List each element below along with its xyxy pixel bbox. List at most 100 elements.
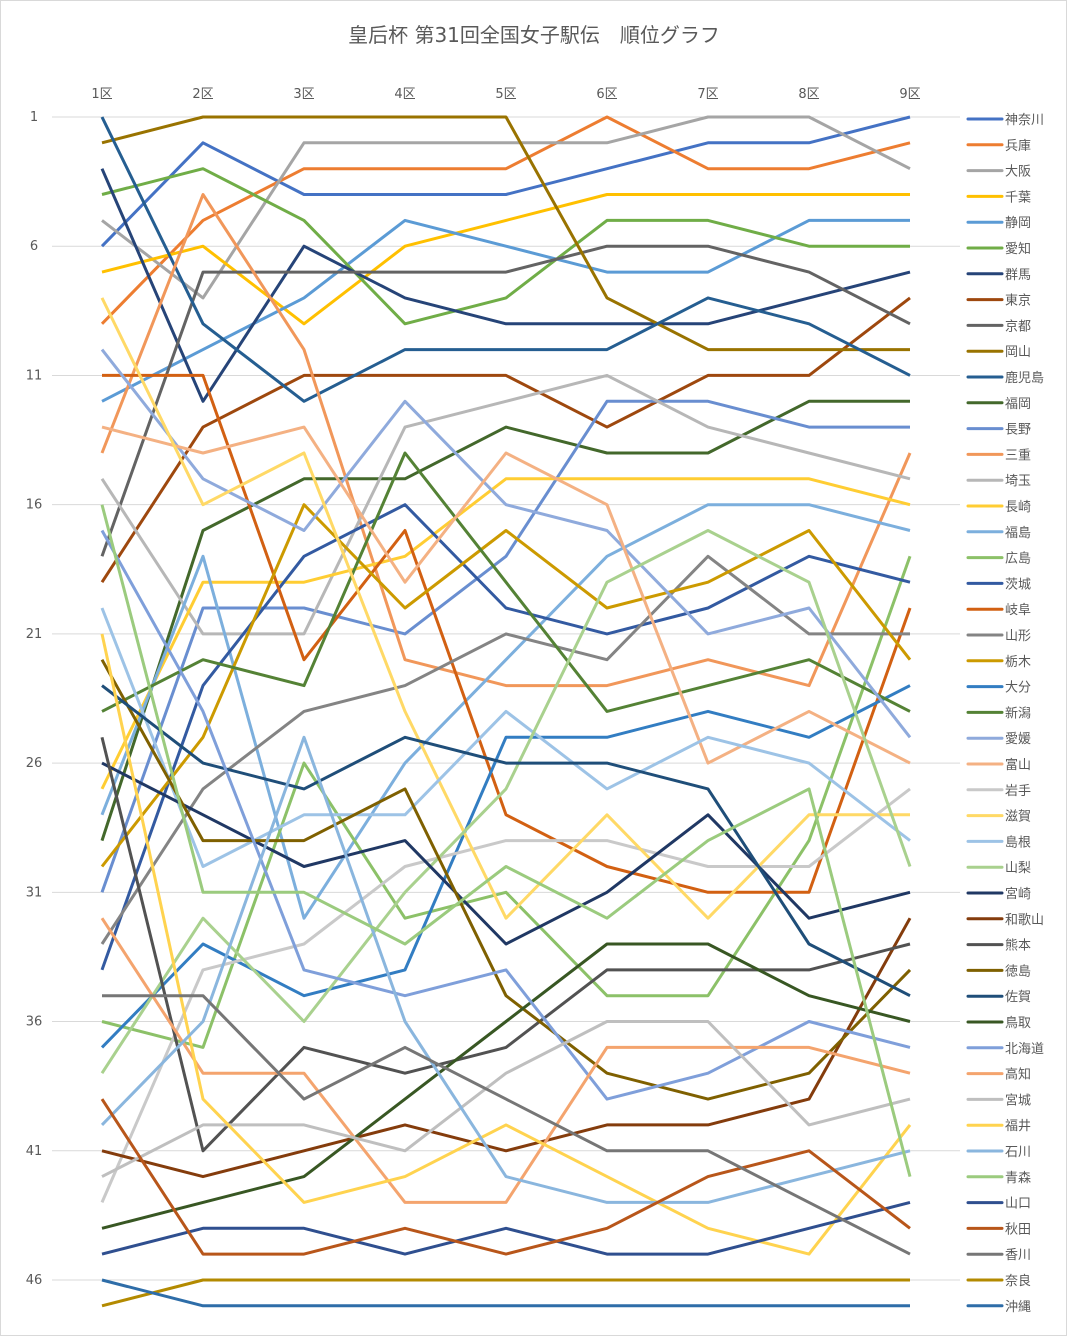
legend-label: 茨城 [1005,577,1031,592]
series-line-北海道 [100,529,911,1101]
legend-item: 青森 [966,1171,1031,1186]
legend-label: 長崎 [1005,500,1031,515]
series-line-福井 [100,633,912,1256]
legend-label: 島根 [1005,835,1031,850]
series-line-鹿児島 [100,116,911,403]
legend-label: 栃木 [1005,655,1031,670]
legend-item: 山形 [966,629,1031,644]
series-line-埼玉 [100,373,911,636]
legend-item: 茨城 [966,577,1031,592]
series-lines [100,115,912,1308]
legend-item: 三重 [966,447,1031,463]
legend-label: 千葉 [1005,190,1031,205]
series-line-佐賀 [101,684,911,998]
legend-label: 和歌山 [1005,913,1044,928]
series-line-福島 [100,503,911,920]
legend-label: 兵庫 [1005,139,1031,154]
legend-item: 鹿児島 [966,370,1044,386]
y-tick-label: 1 [30,110,38,125]
legend-label: 神奈川 [1005,113,1044,128]
series-line-兵庫 [100,115,911,325]
legend-label: 宮崎 [1005,886,1031,902]
legend-label: 岡山 [1005,345,1031,360]
series-line-愛媛 [100,348,912,739]
legend-label: 奈良 [1005,1273,1031,1289]
legend-item: 愛媛 [966,732,1031,747]
legend-item: 熊本 [966,938,1031,954]
series-line-奈良 [101,1278,910,1308]
legend-label: 福岡 [1005,397,1031,412]
y-tick-label: 46 [26,1273,43,1288]
series-line-沖縄 [101,1278,910,1308]
series-line-東京 [100,296,911,584]
legend-item: 徳島 [966,964,1031,979]
x-tick-label: 6区 [596,87,617,102]
x-tick-label: 4区 [394,87,415,102]
series-line-群馬 [100,168,911,403]
series-line-愛知 [101,167,910,326]
legend-label: 秋田 [1005,1222,1031,1237]
legend-item: 岐阜 [966,602,1031,618]
legend-label: 東京 [1005,293,1031,309]
legend-label: 徳島 [1005,964,1031,979]
series-line-神奈川 [100,115,911,248]
legend-label: 熊本 [1005,938,1031,954]
legend-item: 滋賀 [966,810,1031,825]
legend-item: 京都 [966,319,1031,334]
legend-label: 岩手 [1005,784,1031,799]
legend-label: 佐賀 [1005,990,1031,1005]
legend-label: 岐阜 [1005,602,1031,618]
legend-item: 福島 [966,526,1031,541]
legend-label: 鹿児島 [1005,370,1044,386]
series-line-香川 [102,994,911,1256]
series-line-滋賀 [100,297,910,920]
x-tick-label: 2区 [192,87,213,102]
series-line-岩手 [100,787,911,1203]
legend-item: 山梨 [966,861,1031,876]
series-line-徳島 [100,658,912,1101]
legend-item: 和歌山 [966,913,1044,928]
series-line-新潟 [101,451,911,713]
legend-label: 高知 [1005,1067,1031,1083]
series-line-秋田 [100,1098,911,1256]
legend-item: 新潟 [966,705,1031,721]
y-tick-label: 26 [26,756,43,771]
series-line-青森 [100,504,912,1177]
legend-label: 鳥取 [1005,1016,1031,1031]
legend-item: 長野 [966,423,1031,438]
legend-label: 石川 [1005,1145,1031,1160]
legend-label: 香川 [1005,1248,1031,1263]
legend-item: 長崎 [966,500,1031,515]
x-tick-label: 8区 [798,87,819,102]
x-tick-label: 5区 [495,87,516,102]
legend-label: 福井 [1005,1119,1031,1134]
y-tick-label: 36 [26,1015,43,1030]
x-tick-label: 3区 [293,87,314,102]
series-line-山形 [100,554,910,945]
legend-label: 山形 [1005,629,1031,644]
legend-item: 大分 [966,681,1031,696]
series-line-高知 [100,917,911,1204]
legend-label: 大分 [1005,681,1031,696]
legend-label: 埼玉 [1005,474,1031,489]
series-line-富山 [101,425,911,765]
series-line-宮城 [101,1020,911,1178]
y-tick-label: 41 [26,1144,43,1159]
legend-label: 山口 [1005,1197,1031,1212]
legend-item: 大阪 [966,165,1031,180]
legend-item: 福井 [966,1119,1031,1134]
legend-label: 群馬 [1005,268,1031,283]
x-tick-label: 7区 [697,87,718,102]
series-line-長崎 [100,477,911,790]
x-tick-label: 1区 [91,87,112,102]
legend-label: 福島 [1005,526,1031,541]
series-line-熊本 [100,736,911,1153]
legend-item: 群馬 [966,268,1031,283]
legend-label: 大阪 [1005,165,1031,180]
legend-item: 香川 [966,1248,1031,1263]
legend-label: 山梨 [1005,861,1031,876]
legend-item: 宮崎 [966,886,1031,902]
x-axis-labels: 1区 2区 3区 4区 5区 6区 7区 8区 9区 [91,87,920,102]
x-tick-label: 9区 [899,87,920,102]
